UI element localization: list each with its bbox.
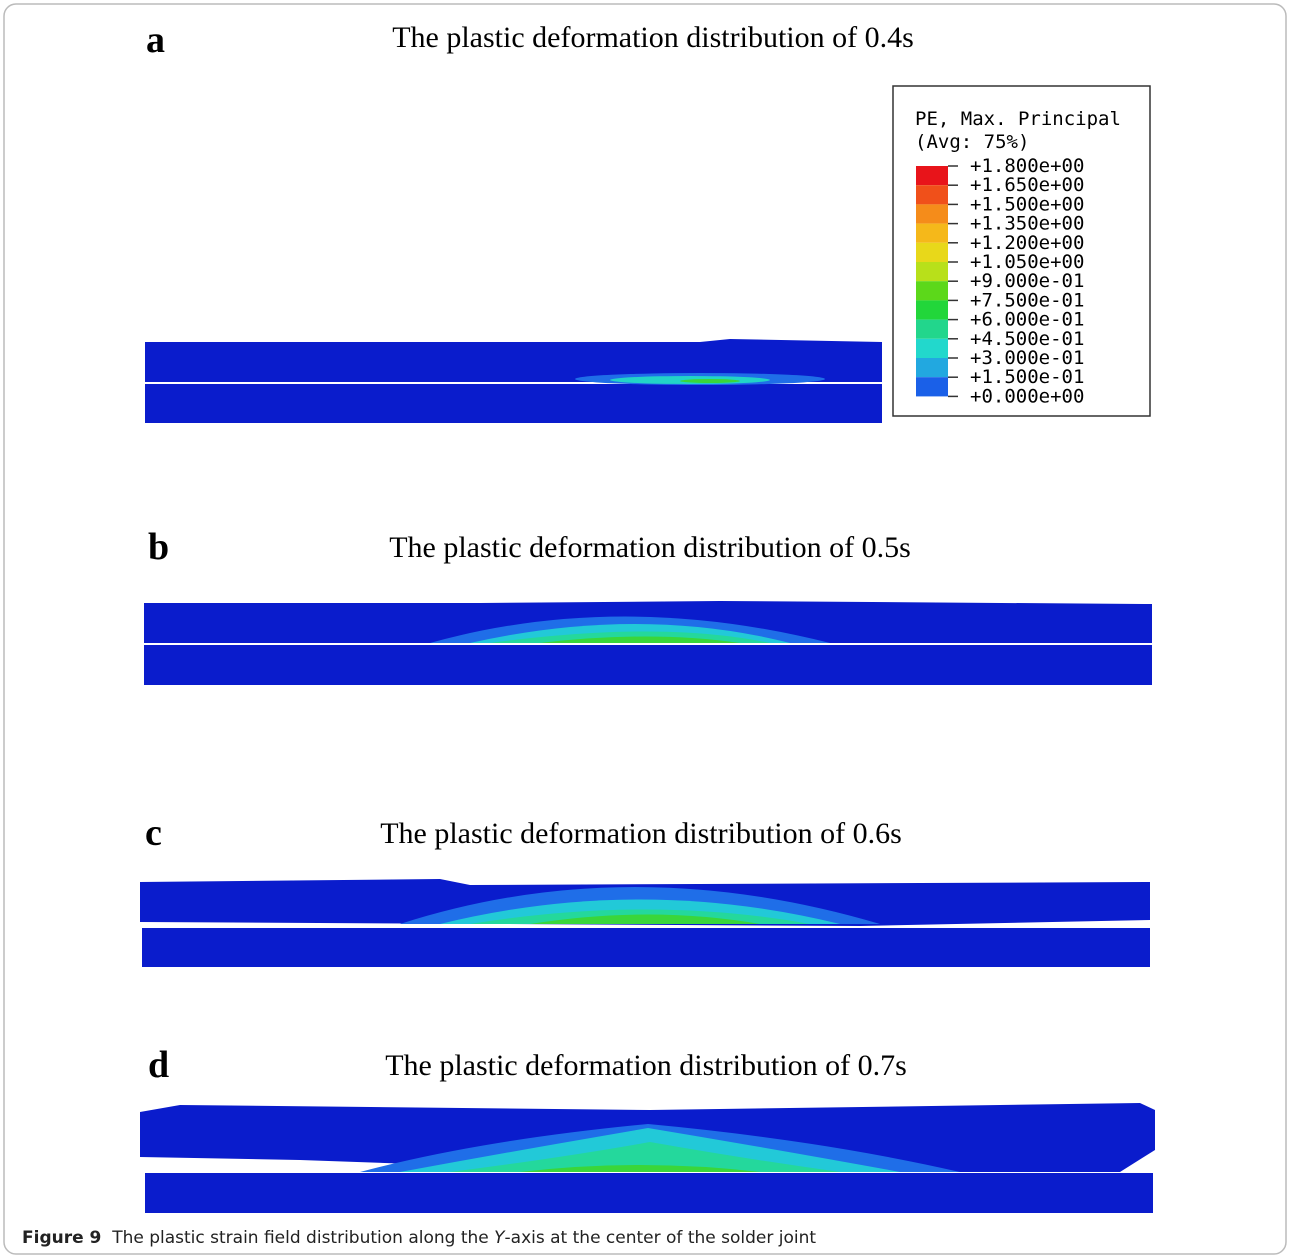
legend-color-band [916, 224, 948, 243]
simulation-b [144, 601, 1152, 685]
legend-color-band [916, 243, 948, 262]
legend-color-band [916, 166, 948, 185]
legend-color-band [916, 300, 948, 319]
simulation-c [140, 879, 1150, 967]
panel-title: The plastic deformation distribution of … [389, 531, 911, 564]
legend-color-band [916, 204, 948, 223]
panel-title: The plastic deformation distribution of … [385, 1049, 907, 1082]
legend-color-band [916, 377, 948, 396]
caption: Figure 9 The plastic strain field distri… [22, 1228, 816, 1248]
caption-italic: Y [494, 1228, 504, 1248]
figure: a The plastic deformation distribution o… [0, 0, 1290, 1260]
legend-color-band [916, 185, 948, 204]
panel-letter: d [148, 1044, 169, 1086]
caption-text: The plastic strain field distribution al… [112, 1228, 494, 1248]
legend-scale: +1.800e+00+1.650e+00+1.500e+00+1.350e+00… [916, 155, 1084, 407]
panel-letter: c [145, 812, 162, 854]
legend-color-band [916, 262, 948, 281]
panel-title: The plastic deformation distribution of … [392, 21, 914, 54]
caption-text: -axis at the center of the solder joint [505, 1228, 817, 1248]
legend-title: (Avg: 75%) [915, 131, 1029, 153]
simulation-d [140, 1103, 1155, 1213]
caption-label: Figure 9 [22, 1228, 101, 1248]
legend-color-band [916, 358, 948, 377]
panel-title: The plastic deformation distribution of … [380, 817, 902, 850]
panel-letter: a [146, 19, 165, 61]
legend-title: PE, Max. Principal [915, 108, 1121, 130]
panel-letter: b [148, 526, 169, 568]
legend-color-band [916, 339, 948, 358]
legend-color-band [916, 320, 948, 339]
legend-color-band [916, 281, 948, 300]
legend-level-label: +0.000e+00 [970, 385, 1084, 407]
simulation-a [145, 339, 882, 423]
figure-art: a The plastic deformation distribution o… [0, 0, 1290, 1260]
